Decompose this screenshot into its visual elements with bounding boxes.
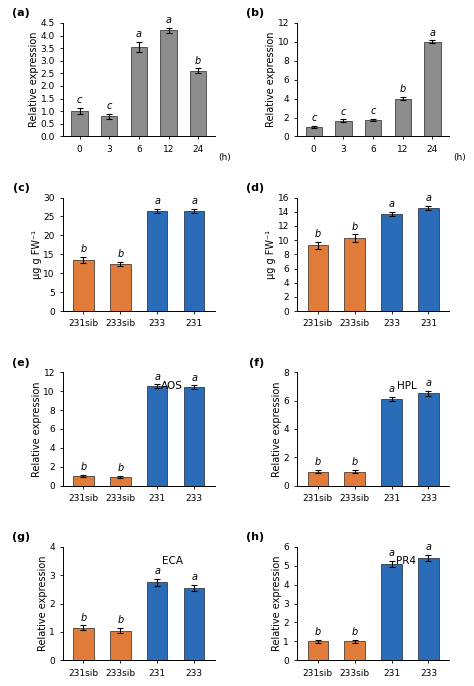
Bar: [382, 399, 401, 486]
Text: a: a: [429, 27, 436, 38]
Bar: [73, 628, 94, 661]
Bar: [190, 71, 206, 137]
Text: a: a: [426, 193, 431, 203]
Bar: [184, 588, 204, 661]
Bar: [418, 558, 438, 661]
Text: (f): (f): [249, 357, 264, 368]
Text: a: a: [389, 548, 394, 558]
Bar: [184, 211, 204, 311]
Text: (c): (c): [13, 183, 30, 193]
Bar: [72, 111, 88, 137]
Text: (b): (b): [246, 8, 264, 19]
Text: a: a: [155, 372, 160, 381]
Bar: [306, 127, 322, 137]
Text: a: a: [426, 543, 431, 552]
Y-axis label: Relative expression: Relative expression: [266, 32, 276, 128]
Text: a: a: [191, 572, 197, 582]
Y-axis label: Relative expression: Relative expression: [272, 381, 282, 477]
Text: c: c: [77, 95, 82, 106]
Text: b: b: [81, 462, 87, 473]
Text: c: c: [341, 106, 346, 117]
Text: b: b: [81, 613, 87, 623]
Text: a: a: [191, 196, 197, 206]
Text: b: b: [352, 222, 358, 232]
Text: b: b: [400, 84, 406, 95]
Text: (d): (d): [246, 183, 264, 193]
Bar: [345, 641, 365, 661]
Text: b: b: [315, 627, 321, 637]
Text: b: b: [352, 458, 358, 467]
Text: a: a: [389, 384, 394, 394]
Bar: [73, 260, 94, 311]
Bar: [308, 471, 328, 486]
Bar: [147, 582, 167, 661]
Text: PR4: PR4: [396, 556, 416, 566]
Text: (a): (a): [12, 8, 30, 19]
Bar: [184, 388, 204, 486]
Text: b: b: [315, 228, 321, 239]
Bar: [382, 564, 401, 661]
Text: b: b: [315, 458, 321, 467]
Text: b: b: [117, 249, 124, 259]
Text: b: b: [117, 463, 124, 473]
Bar: [110, 264, 130, 311]
Y-axis label: Relative expression: Relative expression: [32, 381, 42, 477]
Text: b: b: [81, 244, 87, 254]
Y-axis label: Relative expression: Relative expression: [272, 556, 282, 651]
Text: b: b: [195, 56, 201, 65]
Bar: [160, 30, 177, 137]
Text: a: a: [165, 15, 172, 25]
Bar: [147, 211, 167, 311]
Bar: [345, 471, 365, 486]
Y-axis label: Relative expression: Relative expression: [29, 32, 39, 128]
Bar: [110, 630, 130, 661]
Text: a: a: [155, 566, 160, 576]
Bar: [101, 116, 118, 137]
Text: a: a: [191, 372, 197, 383]
Bar: [147, 386, 167, 486]
Text: (h): (h): [246, 532, 264, 542]
Text: a: a: [426, 379, 431, 388]
Text: (e): (e): [12, 357, 30, 368]
Text: (g): (g): [12, 532, 30, 542]
Text: c: c: [370, 106, 376, 116]
Text: b: b: [352, 627, 358, 637]
Text: (h): (h): [453, 153, 465, 162]
Y-axis label: μg g FW⁻¹: μg g FW⁻¹: [266, 230, 276, 279]
Text: AOS: AOS: [161, 381, 183, 391]
Text: HPL: HPL: [397, 381, 416, 391]
Text: c: c: [311, 113, 317, 123]
Bar: [424, 42, 441, 137]
Text: (h): (h): [219, 153, 231, 162]
Text: a: a: [155, 196, 160, 206]
Bar: [308, 641, 328, 661]
Bar: [110, 477, 130, 486]
Text: b: b: [117, 615, 124, 626]
Text: ECA: ECA: [162, 556, 182, 566]
Bar: [365, 120, 381, 137]
Bar: [73, 476, 94, 486]
Bar: [382, 214, 401, 311]
Bar: [335, 121, 352, 137]
Text: a: a: [389, 199, 394, 209]
Bar: [418, 394, 438, 486]
Bar: [394, 99, 411, 137]
Y-axis label: μg g FW⁻¹: μg g FW⁻¹: [32, 230, 42, 279]
Y-axis label: Relative expression: Relative expression: [38, 556, 48, 651]
Bar: [418, 208, 438, 311]
Bar: [345, 238, 365, 311]
Text: a: a: [136, 29, 142, 39]
Text: c: c: [107, 101, 112, 111]
Bar: [131, 47, 147, 137]
Bar: [308, 245, 328, 311]
